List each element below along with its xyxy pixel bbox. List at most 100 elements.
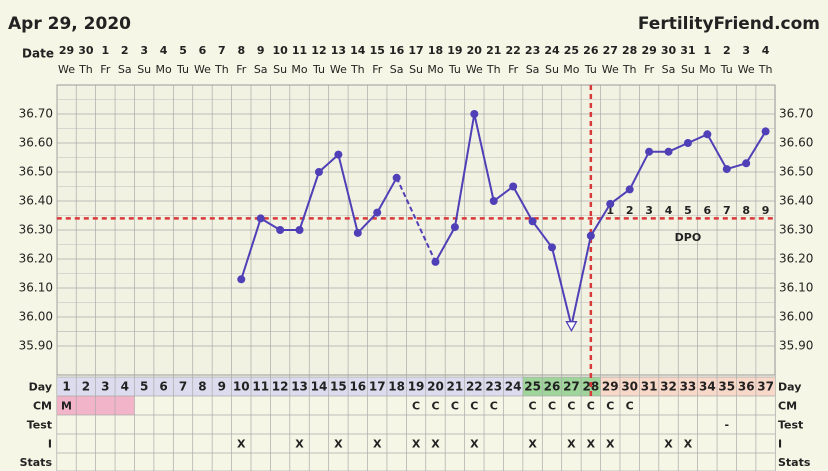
day-number: 3 [101, 380, 109, 394]
y-tick-label: 36.00 [19, 310, 53, 324]
dpo-number: 4 [665, 204, 673, 217]
weekday: Mo [699, 63, 715, 76]
row-label: CM [33, 400, 52, 413]
row-label-right: I [778, 438, 782, 451]
row-entry: C [606, 400, 614, 413]
weekday: Mo [427, 63, 443, 76]
date: 7 [218, 44, 226, 57]
y-tick-label-right: 36.50 [779, 165, 813, 179]
day-number: 5 [140, 380, 148, 394]
date: 19 [447, 44, 462, 57]
dpo-label: DPO [675, 231, 702, 244]
point [431, 257, 440, 266]
y-tick-label: 36.70 [19, 107, 53, 121]
y-tick-label: 35.90 [19, 339, 53, 353]
row-entry: X [587, 438, 596, 451]
row-entry: X [431, 438, 440, 451]
row-label: Day [29, 381, 52, 394]
point [373, 208, 382, 217]
row-entry: - [724, 419, 729, 432]
weekday: Fr [644, 63, 655, 76]
y-tick-label: 36.10 [19, 281, 53, 295]
weekday: We [58, 63, 75, 76]
weekday: Sa [526, 63, 540, 76]
day-number: 21 [447, 380, 464, 394]
day-number: 36 [738, 380, 755, 394]
day-number: 27 [563, 380, 580, 394]
point [237, 275, 246, 284]
weekday: Tu [448, 63, 461, 76]
weekday: Tu [584, 63, 597, 76]
weekday: Th [78, 63, 93, 76]
cm-shade [56, 396, 77, 415]
day-number: 31 [641, 380, 658, 394]
point [470, 110, 479, 118]
date: 1 [704, 44, 712, 57]
point [256, 214, 265, 223]
date: 15 [370, 44, 385, 57]
day-number: 18 [388, 380, 405, 394]
weekday: We [330, 63, 347, 76]
row-label: I [48, 438, 52, 451]
date: 4 [160, 44, 168, 57]
weekday: Fr [372, 63, 383, 76]
day-number: 7 [179, 380, 187, 394]
weekday: Mo [155, 63, 171, 76]
row-entry: X [334, 438, 343, 451]
row-entry: C [548, 400, 556, 413]
weekday: Fr [236, 63, 247, 76]
date: 4 [762, 44, 770, 57]
row-entry: C [529, 400, 537, 413]
date: 8 [237, 44, 245, 57]
dpo-number: 6 [704, 204, 712, 217]
date: 11 [292, 44, 307, 57]
date: 23 [525, 44, 540, 57]
weekday: We [738, 63, 755, 76]
row-label: Test [27, 419, 52, 432]
row-entry: X [470, 438, 479, 451]
weekday: Su [409, 63, 423, 76]
day-number: 1 [62, 380, 70, 394]
point [761, 127, 770, 136]
day-number: 30 [621, 380, 638, 394]
dpo-number: 8 [742, 204, 750, 217]
day-number: 34 [699, 380, 716, 394]
y-tick-label-right: 36.70 [779, 107, 813, 121]
weekday: Fr [508, 63, 519, 76]
day-number: 13 [291, 380, 308, 394]
day-number: 24 [505, 380, 522, 394]
weekday: Sa [390, 63, 404, 76]
y-tick-label-right: 36.00 [779, 310, 813, 324]
chart-title: Apr 29, 2020 [8, 14, 131, 34]
y-tick-label-right: 36.30 [779, 223, 813, 237]
dpo-number: 9 [762, 204, 770, 217]
weekday: We [194, 63, 211, 76]
day-phase [600, 377, 776, 396]
row-entry: C [626, 400, 634, 413]
y-tick-label: 36.40 [19, 194, 53, 208]
day-number: 20 [427, 380, 444, 394]
weekday: Tu [720, 63, 733, 76]
weekday: Sa [662, 63, 676, 76]
y-tick-label-right: 35.90 [779, 339, 813, 353]
weekday: Fr [100, 63, 111, 76]
row-label-right: CM [778, 400, 797, 413]
y-tick-label: 36.20 [19, 252, 53, 266]
point [548, 243, 556, 252]
date: 10 [272, 44, 288, 57]
open-point [565, 321, 578, 333]
dpo-number: 2 [626, 204, 634, 217]
date: 9 [257, 44, 265, 57]
date: 30 [78, 44, 94, 57]
row-entry: X [684, 438, 693, 451]
point [392, 173, 401, 182]
y-tick-label-right: 36.40 [779, 194, 813, 208]
date: 27 [603, 44, 618, 57]
row-entry: X [373, 438, 382, 451]
point [742, 159, 751, 168]
point [606, 199, 615, 208]
day-number: 14 [311, 380, 328, 394]
weekday: Su [137, 63, 151, 76]
point [489, 197, 498, 205]
